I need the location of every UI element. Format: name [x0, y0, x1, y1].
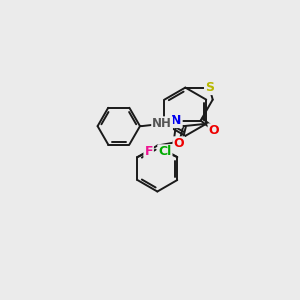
- Text: O: O: [173, 137, 184, 150]
- Text: F: F: [144, 145, 153, 158]
- Text: Cl: Cl: [158, 145, 172, 158]
- Text: N: N: [171, 114, 182, 127]
- Text: NH: NH: [152, 117, 172, 130]
- Text: S: S: [205, 81, 214, 94]
- Text: O: O: [208, 124, 219, 137]
